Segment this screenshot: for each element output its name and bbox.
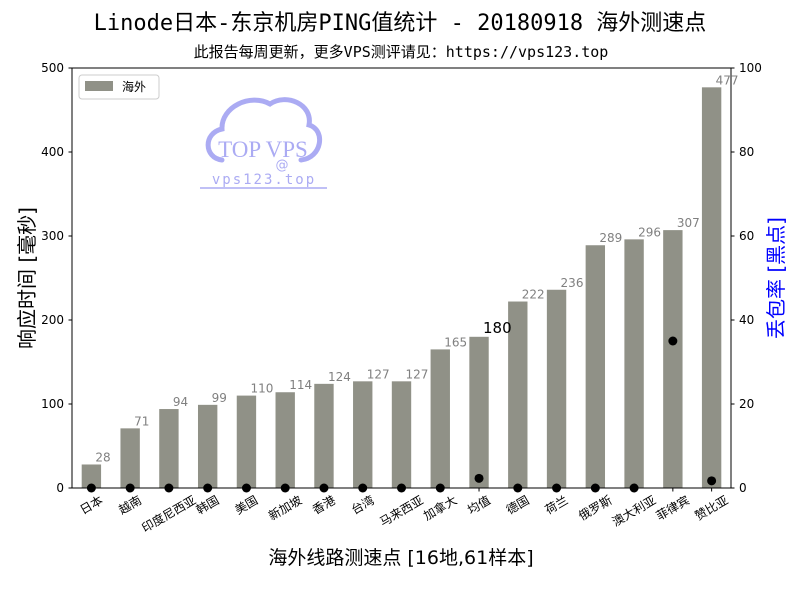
bar-value-label: 289 — [599, 231, 622, 245]
y-tick-label: 400 — [41, 145, 64, 159]
y-tick-label: 0 — [56, 481, 64, 495]
bar-value-label: 307 — [677, 216, 700, 230]
bar-value-label: 165 — [444, 335, 467, 349]
watermark-logo: TOP VPS @ vps123.top — [200, 97, 327, 189]
bar-value-label: 99 — [212, 391, 227, 405]
y2-tick-label: 0 — [739, 481, 747, 495]
y-tick-label: 500 — [41, 61, 64, 75]
y2-tick-label: 60 — [739, 229, 754, 243]
bar-6 — [314, 383, 334, 488]
bar-value-label: 71 — [134, 414, 149, 428]
y2-tick-label: 80 — [739, 145, 754, 159]
bar-value-label: 28 — [95, 450, 110, 464]
loss-dot-10 — [474, 473, 484, 483]
bar-12 — [546, 289, 567, 488]
bar-value-label: 127 — [367, 367, 390, 381]
y2-tick-label: 40 — [739, 313, 754, 327]
bar-value-label: 477 — [716, 73, 739, 87]
bar-series — [81, 87, 722, 488]
y-tick-label: 100 — [41, 397, 64, 411]
bar-15 — [663, 230, 683, 488]
bar-14 — [624, 239, 644, 488]
bar-2 — [159, 409, 179, 488]
y-tick-label: 200 — [41, 313, 64, 327]
bar-value-label: 127 — [406, 367, 429, 381]
bar-8 — [391, 381, 412, 488]
y2-tick-label: 20 — [739, 397, 754, 411]
legend-label: 海外 — [122, 79, 146, 94]
bar-3 — [197, 404, 218, 488]
bar-value-label: 110 — [250, 382, 273, 396]
legend-swatch — [85, 81, 113, 91]
y-tick-label: 300 — [41, 229, 64, 243]
watermark-cloud-icon — [205, 97, 323, 163]
bar-5 — [275, 392, 295, 488]
y2-tick-label: 100 — [739, 61, 762, 75]
watermark-url: vps123.top — [212, 172, 316, 188]
y-axis-left: 0 100 200 300 400 500 — [41, 61, 72, 495]
x-axis-label: 海外线路测速点 [16地,61样本] — [268, 547, 533, 569]
loss-dot-15 — [668, 336, 678, 346]
bar-0 — [81, 464, 102, 488]
bar-value-label: 236 — [561, 276, 584, 290]
bar-value-label: 124 — [328, 370, 351, 384]
watermark-at: @ — [276, 158, 289, 173]
watermark-brand: TOP VPS — [218, 137, 308, 162]
bar-1 — [120, 428, 140, 488]
chart-subtitle: 此报告每周更新，更多VPS测评请见：https://vps123.top — [194, 43, 609, 61]
bar-7 — [353, 381, 373, 488]
loss-dot-16 — [707, 476, 717, 486]
bar-11 — [508, 301, 528, 488]
legend: 海外 — [78, 74, 160, 100]
bar-16 — [701, 87, 722, 488]
bar-4 — [236, 395, 257, 488]
y-axis-label: 响应时间 [毫秒] — [15, 207, 39, 349]
bar-10 — [469, 336, 489, 488]
bar-9 — [430, 349, 450, 488]
bar-13 — [585, 245, 606, 488]
bar-value-label: 296 — [638, 225, 661, 239]
bar-value-label: 180 — [483, 319, 512, 337]
y-axis-right: 0 20 40 60 80 100 — [731, 61, 762, 495]
bar-value-label: 222 — [522, 288, 545, 302]
bar-data-labels: 28 71 94 99 110 114 124 127 127 165 180 222 236 289 29… — [95, 73, 738, 464]
bar-value-label: 94 — [173, 395, 188, 409]
chart-title: Linode日本-东京机房PING值统计 - 20180918 海外测速点 — [94, 11, 707, 36]
bar-value-label: 114 — [289, 378, 312, 392]
y2-axis-label: 丢包率 [黑点] — [764, 217, 788, 339]
